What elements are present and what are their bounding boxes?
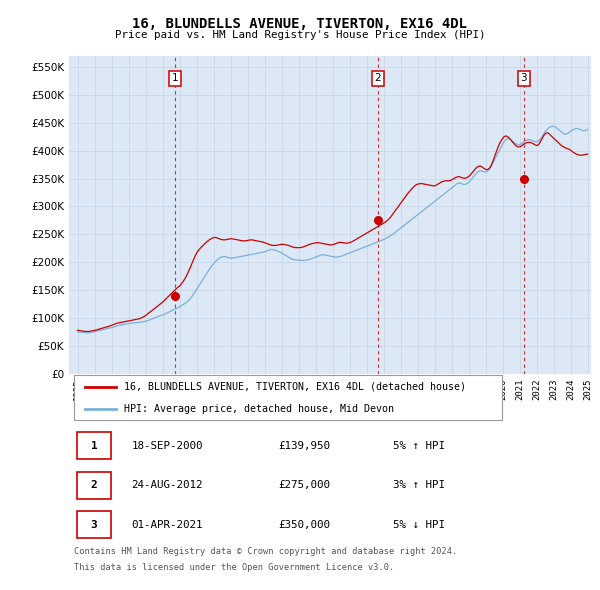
Text: 24-AUG-2012: 24-AUG-2012 <box>131 480 203 490</box>
Text: 3: 3 <box>91 520 97 530</box>
Text: Price paid vs. HM Land Registry's House Price Index (HPI): Price paid vs. HM Land Registry's House … <box>115 30 485 40</box>
Text: 5% ↑ HPI: 5% ↑ HPI <box>392 441 445 451</box>
FancyBboxPatch shape <box>77 511 111 538</box>
Text: 3: 3 <box>521 73 527 83</box>
FancyBboxPatch shape <box>77 432 111 459</box>
Text: HPI: Average price, detached house, Mid Devon: HPI: Average price, detached house, Mid … <box>124 404 394 414</box>
Text: 01-APR-2021: 01-APR-2021 <box>131 520 203 530</box>
Text: 5% ↓ HPI: 5% ↓ HPI <box>392 520 445 530</box>
Text: 1: 1 <box>172 73 178 83</box>
Text: 3% ↑ HPI: 3% ↑ HPI <box>392 480 445 490</box>
Text: £139,950: £139,950 <box>278 441 330 451</box>
Text: 16, BLUNDELLS AVENUE, TIVERTON, EX16 4DL: 16, BLUNDELLS AVENUE, TIVERTON, EX16 4DL <box>133 17 467 31</box>
FancyBboxPatch shape <box>77 472 111 499</box>
Text: 1: 1 <box>91 441 97 451</box>
Text: £350,000: £350,000 <box>278 520 330 530</box>
Text: £275,000: £275,000 <box>278 480 330 490</box>
FancyBboxPatch shape <box>74 375 502 420</box>
Text: This data is licensed under the Open Government Licence v3.0.: This data is licensed under the Open Gov… <box>74 563 394 572</box>
Text: 16, BLUNDELLS AVENUE, TIVERTON, EX16 4DL (detached house): 16, BLUNDELLS AVENUE, TIVERTON, EX16 4DL… <box>124 382 466 392</box>
Text: Contains HM Land Registry data © Crown copyright and database right 2024.: Contains HM Land Registry data © Crown c… <box>74 546 457 556</box>
Text: 2: 2 <box>91 480 97 490</box>
Text: 18-SEP-2000: 18-SEP-2000 <box>131 441 203 451</box>
Text: 2: 2 <box>374 73 381 83</box>
